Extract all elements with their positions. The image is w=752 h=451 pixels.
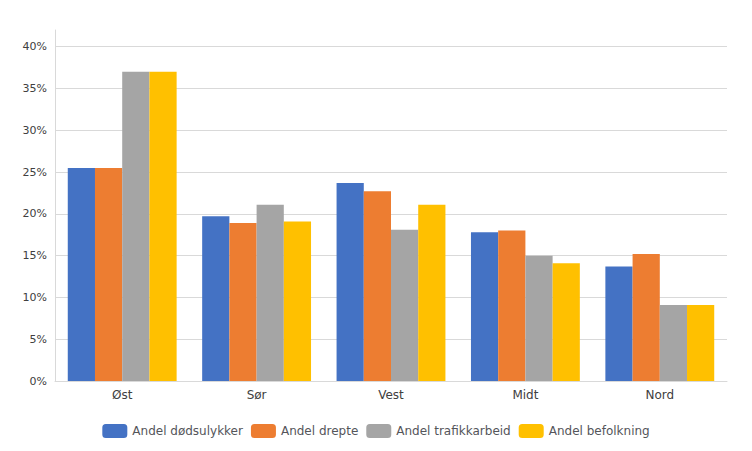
svg-text:Øst: Øst (112, 388, 133, 402)
svg-text:Vest: Vest (378, 388, 404, 402)
svg-text:15%: 15% (23, 249, 47, 262)
svg-text:5%: 5% (30, 333, 47, 346)
svg-text:Midt: Midt (512, 388, 538, 402)
svg-text:Andel drepte: Andel drepte (281, 424, 358, 438)
svg-text:25%: 25% (23, 166, 47, 179)
svg-text:20%: 20% (23, 207, 47, 220)
svg-text:Sør: Sør (247, 388, 267, 402)
svg-text:40%: 40% (23, 40, 47, 53)
svg-text:30%: 30% (23, 124, 47, 137)
svg-text:Andel trafikkarbeid: Andel trafikkarbeid (396, 424, 510, 438)
svg-text:Andel dødsulykker: Andel dødsulykker (132, 424, 243, 438)
svg-text:10%: 10% (23, 291, 47, 304)
svg-text:Andel befolkning: Andel befolkning (549, 424, 650, 438)
svg-text:Nord: Nord (645, 388, 674, 402)
svg-text:35%: 35% (23, 82, 47, 95)
svg-text:0%: 0% (30, 375, 47, 388)
